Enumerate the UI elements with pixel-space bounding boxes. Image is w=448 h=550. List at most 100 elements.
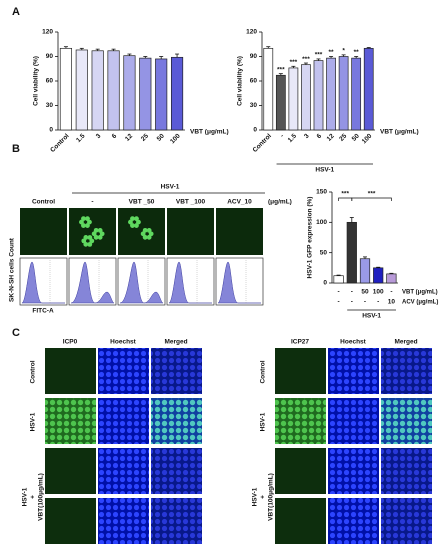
infected-cell xyxy=(85,216,90,222)
y-axis-label: SK-N-SH cells Count xyxy=(9,237,16,302)
x-tick-label: 100 xyxy=(361,132,374,145)
x-axis-label: FITC-A xyxy=(32,308,54,315)
histogram xyxy=(70,261,115,304)
column-label: Control xyxy=(32,199,55,206)
y-tick-label: 150 xyxy=(316,189,327,196)
infected-cell xyxy=(146,228,152,233)
group-label: HSV-1 xyxy=(161,184,180,191)
infected-cell xyxy=(81,223,86,228)
micrograph xyxy=(98,398,149,444)
bar xyxy=(359,258,371,284)
gfp-image xyxy=(20,208,67,255)
x-row-label: - xyxy=(338,299,340,306)
group-label: HSV-1 xyxy=(362,313,381,320)
y-tick-label: 90 xyxy=(46,53,54,60)
bar xyxy=(386,273,397,284)
infected-cell xyxy=(93,234,99,240)
histogram xyxy=(119,261,164,304)
x-tick-label: 25 xyxy=(140,132,150,142)
bar xyxy=(170,56,184,131)
x-axis-label: VBT (μg/mL) xyxy=(380,129,419,136)
x-tick-label: Control xyxy=(49,133,70,154)
micrograph xyxy=(381,448,432,494)
y-tick-label: 30 xyxy=(46,102,54,109)
infected-cell xyxy=(134,223,139,228)
gfp-image xyxy=(167,208,214,255)
column-label: Hoechst xyxy=(340,339,366,346)
micrograph xyxy=(98,498,149,544)
micrograph xyxy=(45,398,96,444)
x-axis-label: VBT (μg/mL) xyxy=(190,129,229,136)
gfp-image xyxy=(216,208,263,255)
bar xyxy=(333,275,344,284)
bar xyxy=(275,74,286,131)
x-tick-label: 6 xyxy=(111,132,119,140)
y-tick-label: 50 xyxy=(320,249,328,256)
infected-cell xyxy=(97,228,103,233)
y-tick-label: 60 xyxy=(250,78,258,85)
micrograph xyxy=(45,498,96,544)
micrograph xyxy=(45,348,96,394)
infected-cell xyxy=(130,223,135,228)
x-tick-label: - xyxy=(279,133,285,139)
x-tick-label: Control xyxy=(252,133,273,154)
row-label: Control xyxy=(30,360,37,383)
row-label: HSV-1 xyxy=(260,412,267,431)
infected-cell xyxy=(81,238,87,244)
column-label: VBT _100 xyxy=(176,199,206,206)
bar xyxy=(313,60,324,131)
micrograph xyxy=(328,348,379,394)
comparison-label: *** xyxy=(368,191,376,198)
row-label: VBT(100μg/mL) xyxy=(38,473,45,521)
y-axis-label: Cell viability (%) xyxy=(33,56,40,106)
y-tick-label: 120 xyxy=(246,29,257,36)
row-label: HSV-1 xyxy=(252,487,259,506)
infected-cell xyxy=(81,216,86,222)
micrograph xyxy=(98,348,149,394)
infected-cell xyxy=(146,234,152,240)
bar xyxy=(373,267,384,284)
micrograph xyxy=(275,448,326,494)
infected-cell xyxy=(128,219,133,225)
column-label: Merged xyxy=(394,339,417,346)
significance: *** xyxy=(277,66,285,73)
micrograph xyxy=(45,448,96,494)
group-label: HSV-1 xyxy=(315,167,334,174)
row-label: VBT(100μg/mL) xyxy=(268,473,275,521)
micrograph xyxy=(275,348,326,394)
bar xyxy=(59,47,73,131)
histogram xyxy=(217,261,261,304)
bar xyxy=(288,67,299,131)
x-tick-label: 1.5 xyxy=(287,132,299,144)
bar xyxy=(351,57,362,131)
significance: * xyxy=(342,48,345,55)
x-tick-label: 50 xyxy=(351,132,361,142)
x-row-label: - xyxy=(364,299,366,306)
x-row-label: - xyxy=(377,299,379,306)
x-row-label: 50 xyxy=(361,289,369,296)
bar xyxy=(326,57,336,131)
column-label: ICP27 xyxy=(291,339,309,346)
micrograph xyxy=(328,498,379,544)
histogram xyxy=(168,261,212,304)
infected-cell xyxy=(134,216,139,222)
x-row-label: - xyxy=(338,289,340,296)
micrograph xyxy=(381,398,432,444)
comparison-bracket xyxy=(338,197,353,201)
x-row-name: VBT (μg/mL) xyxy=(402,290,438,296)
infected-cell xyxy=(93,227,99,233)
bar xyxy=(155,58,168,131)
bar xyxy=(139,57,152,131)
micrograph xyxy=(151,448,202,494)
x-row-label: - xyxy=(351,289,353,296)
bar xyxy=(346,221,357,284)
micrograph xyxy=(98,448,149,494)
column-label: Merged xyxy=(164,339,187,346)
x-row-label: 100 xyxy=(373,289,384,296)
y-tick-label: 30 xyxy=(250,102,258,109)
infected-cell xyxy=(142,234,148,240)
infected-cell xyxy=(79,219,84,225)
infected-cell xyxy=(85,223,90,228)
infected-cell xyxy=(142,227,148,233)
